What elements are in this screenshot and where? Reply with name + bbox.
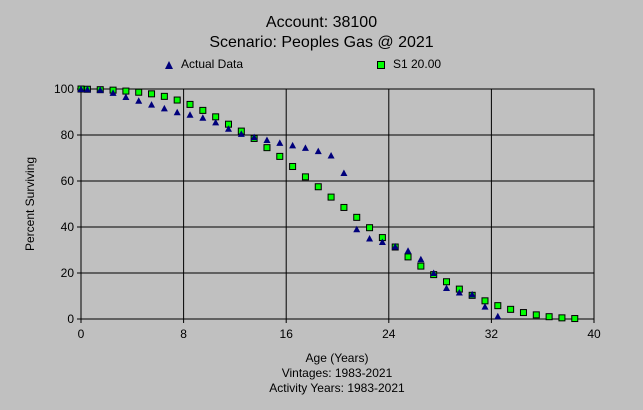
fit-point: [404, 253, 412, 261]
fit-point: [571, 315, 579, 323]
y-tick-label: 0: [67, 312, 74, 326]
x-tick-label: 8: [180, 327, 187, 341]
x-tick-label: 0: [78, 327, 85, 341]
fit-point: [366, 224, 374, 232]
vintages-note: Vintages: 1983-2021: [281, 366, 393, 380]
fit-point: [327, 193, 335, 201]
fit-point: [173, 96, 181, 104]
fit-point: [545, 313, 553, 321]
y-tick-label: 60: [61, 174, 75, 188]
fit-point: [276, 152, 284, 160]
actual-point: [237, 130, 245, 137]
fit-point: [494, 302, 502, 310]
x-tick-label: 16: [280, 327, 294, 341]
actual-point: [109, 89, 117, 96]
actual-point: [83, 85, 91, 93]
actual-point: [340, 169, 348, 176]
y-tick-label: 100: [54, 82, 74, 96]
x-tick-label: 24: [382, 327, 396, 341]
actual-point: [276, 139, 284, 146]
fit-point: [481, 297, 489, 305]
x-tick-label: 40: [587, 327, 601, 341]
fit-point: [148, 90, 156, 98]
fit-point: [558, 314, 566, 322]
x-axis-label: Age (Years): [305, 351, 369, 365]
actual-point: [212, 118, 220, 126]
actual-point: [391, 243, 399, 250]
y-tick-label: 40: [61, 220, 75, 234]
actual-point: [455, 289, 463, 296]
legend-square-icon: [377, 60, 385, 69]
actual-point: [443, 284, 451, 291]
chart-title: Account: 38100: [265, 14, 378, 31]
activity-years-note: Activity Years: 1983-2021: [269, 381, 405, 395]
fit-point: [519, 309, 527, 317]
actual-point: [468, 290, 476, 298]
plot-area: [80, 88, 595, 320]
actual-point: [404, 247, 412, 254]
actual-point: [173, 108, 181, 116]
fit-point: [301, 173, 309, 181]
fit-point: [186, 100, 194, 108]
legend-item-fit: S1 20.00: [376, 57, 441, 71]
fit-point: [135, 88, 143, 96]
actual-point: [289, 141, 297, 149]
actual-point: [417, 255, 425, 263]
fit-point: [122, 87, 130, 95]
actual-point: [314, 147, 322, 155]
fit-point: [314, 183, 322, 191]
legend-label-fit: S1 20.00: [393, 57, 442, 71]
fit-point: [199, 106, 207, 114]
actual-point: [135, 97, 143, 104]
actual-point: [366, 235, 374, 242]
actual-point: [353, 225, 361, 233]
fit-point: [443, 278, 451, 286]
actual-point: [122, 93, 130, 101]
x-tick-label: 32: [485, 327, 499, 341]
y-tick-label: 20: [61, 266, 75, 280]
legend-triangle-icon: [165, 60, 173, 69]
fit-point: [289, 163, 297, 171]
y-tick-label: 80: [61, 128, 75, 142]
fit-point: [417, 262, 425, 270]
fit-point: [160, 92, 168, 100]
actual-point: [77, 85, 85, 92]
actual-point: [199, 114, 207, 121]
fit-point: [353, 213, 361, 221]
actual-point: [160, 104, 168, 112]
chart-subtitle: Scenario: Peoples Gas @ 2021: [209, 34, 434, 51]
actual-point: [481, 303, 489, 310]
fit-point: [340, 203, 348, 211]
legend-item-actual: Actual Data: [164, 57, 243, 71]
actual-point: [96, 86, 104, 93]
actual-point: [224, 125, 232, 132]
actual-point: [494, 312, 502, 320]
actual-point: [148, 101, 156, 108]
actual-point: [250, 133, 258, 141]
fit-point: [532, 311, 540, 319]
fit-point: [263, 144, 271, 152]
actual-point: [301, 144, 309, 151]
actual-point: [263, 136, 271, 144]
fit-point: [507, 305, 515, 313]
legend-label-actual: Actual Data: [181, 57, 244, 71]
actual-point: [378, 238, 386, 245]
actual-point: [186, 111, 194, 118]
actual-point: [430, 269, 438, 276]
actual-point: [327, 151, 335, 159]
y-axis-label: Percent Surviving: [23, 157, 37, 251]
